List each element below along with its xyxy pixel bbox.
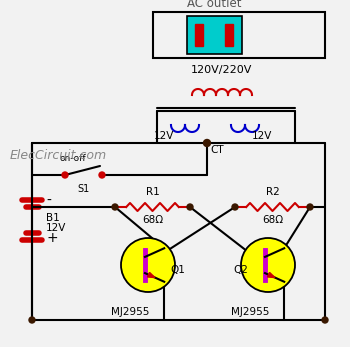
Text: 68Ω: 68Ω (142, 215, 163, 225)
Text: on-off: on-off (60, 154, 87, 163)
Circle shape (203, 139, 210, 146)
Text: AC outlet: AC outlet (187, 0, 241, 10)
Circle shape (29, 317, 35, 323)
Text: Q1: Q1 (170, 265, 185, 275)
Circle shape (112, 204, 118, 210)
Text: R1: R1 (146, 187, 159, 197)
Text: ElecCircuit.com: ElecCircuit.com (10, 149, 107, 161)
Text: 12V: 12V (252, 131, 272, 141)
Bar (153, 12, 325, 58)
Circle shape (322, 317, 328, 323)
Text: 12V: 12V (46, 223, 66, 233)
Bar (225, 24, 233, 46)
Text: MJ2955: MJ2955 (111, 307, 149, 317)
Polygon shape (267, 272, 275, 278)
Text: 12V: 12V (154, 131, 174, 141)
Polygon shape (147, 272, 155, 278)
Text: Q2: Q2 (233, 265, 248, 275)
Circle shape (232, 204, 238, 210)
Text: 120V/220V: 120V/220V (191, 65, 253, 75)
Text: CT: CT (210, 145, 224, 155)
Circle shape (62, 172, 68, 178)
Circle shape (121, 238, 175, 292)
Circle shape (241, 238, 295, 292)
Text: 68Ω: 68Ω (262, 215, 283, 225)
Circle shape (307, 204, 313, 210)
Text: -: - (46, 194, 51, 208)
Text: MJ2955: MJ2955 (231, 307, 269, 317)
Text: S1: S1 (77, 184, 90, 194)
Bar (187, 16, 242, 54)
Text: R2: R2 (266, 187, 279, 197)
Bar (195, 24, 203, 46)
Text: B1: B1 (46, 213, 60, 223)
Text: +: + (46, 231, 58, 245)
Circle shape (99, 172, 105, 178)
Circle shape (187, 204, 193, 210)
